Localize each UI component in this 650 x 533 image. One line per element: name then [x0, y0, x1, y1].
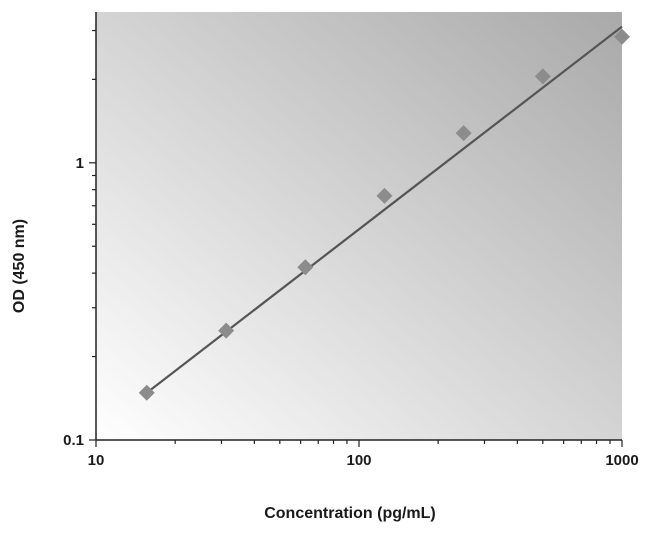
data-point — [534, 68, 551, 85]
plot-area — [96, 12, 622, 440]
data-point — [138, 384, 155, 401]
x-axis-title: Concentration (pg/mL) — [264, 505, 436, 522]
y-tick-label: 1 — [76, 155, 84, 172]
data-points — [138, 28, 630, 401]
data-point — [218, 322, 235, 339]
tick-labels: 10 100 1000 0.1 1 — [63, 155, 639, 469]
x-tick-label: 100 — [346, 452, 371, 469]
y-axis-title: OD (450 nm) — [11, 219, 28, 313]
x-tick-label: 1000 — [605, 452, 638, 469]
data-point — [376, 187, 393, 204]
data-point — [614, 28, 630, 45]
y-tick-label: 0.1 — [63, 432, 84, 449]
data-point — [455, 125, 472, 142]
ticks — [89, 29, 623, 447]
x-tick-label: 10 — [88, 452, 105, 469]
data-point — [297, 259, 314, 276]
